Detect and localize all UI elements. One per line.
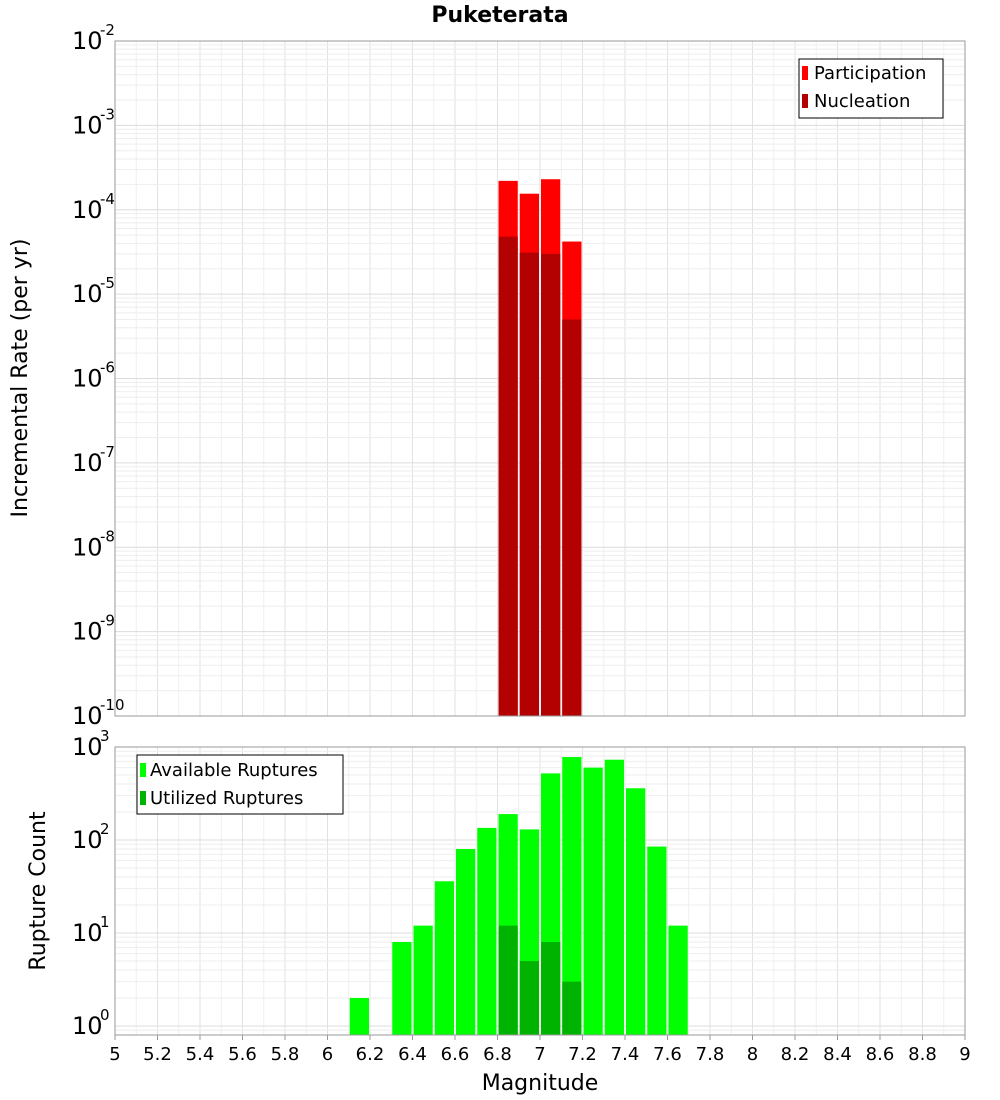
xtick-label-0: 5 (109, 1044, 120, 1065)
bottom-legend-box (136, 754, 344, 815)
legend-label-utilized: Utilized Ruptures (150, 788, 303, 809)
bottom-bar-available-ruptures-13 (647, 846, 667, 1035)
bottom-bar-utilized-ruptures-1 (519, 960, 539, 1035)
bottom-ytick-label-1: 10 (72, 919, 103, 947)
bottom-ytick-exp-0: 0 (100, 1006, 110, 1024)
xtick-label-4: 5.8 (271, 1044, 300, 1065)
top-ytick-exp-2: -8 (100, 527, 115, 545)
bottom-bar-available-ruptures-9 (562, 757, 582, 1035)
bottom-ytick-label-3: 10 (72, 733, 103, 761)
top-ytick-exp-5: -5 (100, 274, 115, 292)
top-ytick-label-7: 10 (72, 111, 103, 139)
top-legend: Participation Nucleation (798, 58, 944, 119)
xtick-label-7: 6.4 (398, 1044, 427, 1065)
top-bar-nucleation-1 (519, 252, 539, 716)
bottom-legend: Available Ruptures Utilized Ruptures (136, 754, 344, 815)
xtick-label-10: 7 (534, 1044, 545, 1065)
bottom-bar-available-ruptures-11 (604, 759, 624, 1035)
bottom-bar-available-ruptures-5 (477, 827, 497, 1035)
bottom-bar-utilized-ruptures-0 (498, 925, 518, 1035)
legend-label-participation: Participation (814, 63, 926, 84)
bottom-bars (349, 757, 688, 1035)
legend-label-available: Available Ruptures (150, 760, 318, 781)
bottom-bar-utilized-ruptures-3 (562, 981, 582, 1035)
top-ytick-exp-4: -6 (100, 359, 115, 377)
top-ytick-exp-3: -7 (100, 443, 115, 461)
top-ytick-label-4: 10 (72, 365, 103, 393)
top-ytick-label-6: 10 (72, 196, 103, 224)
top-grid (114, 40, 966, 717)
xtick-label-19: 8.8 (908, 1044, 937, 1065)
bottom-bar-available-ruptures-14 (668, 925, 688, 1035)
top-bars (498, 179, 582, 717)
xtick-label-3: 5.6 (228, 1044, 257, 1065)
xtick-label-9: 6.8 (483, 1044, 512, 1065)
bottom-bar-utilized-ruptures-2 (541, 942, 561, 1035)
bottom-bar-available-ruptures-4 (456, 849, 476, 1035)
xtick-label-2: 5.4 (186, 1044, 215, 1065)
xtick-label-13: 7.6 (653, 1044, 682, 1065)
top-ytick-label-1: 10 (72, 618, 103, 646)
top-ytick-label-3: 10 (72, 449, 103, 477)
legend-swatch-participation (802, 66, 808, 80)
chart-title: Puketerata (431, 3, 568, 28)
bottom-bar-available-ruptures-0 (349, 997, 369, 1035)
bottom-bar-available-ruptures-12 (626, 788, 646, 1035)
legend-swatch-available (140, 763, 146, 777)
xtick-label-1: 5.2 (143, 1044, 172, 1065)
bottom-y-axis-label: Rupture Count (26, 811, 51, 971)
xtick-label-14: 7.8 (696, 1044, 725, 1065)
bottom-bar-available-ruptures-2 (413, 925, 433, 1035)
top-ytick-exp-8: -2 (100, 21, 115, 39)
top-ytick-exp-0: -10 (100, 696, 125, 714)
bottom-bar-available-ruptures-3 (434, 881, 454, 1035)
top-y-axis-label: Incremental Rate (per yr) (8, 239, 33, 518)
bottom-ytick-exp-3: 3 (100, 727, 110, 745)
top-ytick-exp-6: -4 (100, 190, 115, 208)
top-ytick-exp-1: -9 (100, 612, 115, 630)
bottom-bar-available-ruptures-1 (392, 942, 412, 1035)
xtick-label-20: 9 (959, 1044, 970, 1065)
xtick-label-17: 8.4 (823, 1044, 852, 1065)
x-axis-label: Magnitude (482, 1071, 599, 1096)
bottom-ytick-exp-1: 1 (100, 913, 110, 931)
top-plot-border (114, 40, 966, 717)
x-ticks: 5 5.2 5.4 5.6 5.8 6 6.2 6.4 6.6 6.8 7 7.2 7.4 7.6 7.8 8… (109, 1035, 971, 1065)
top-ytick-label-8: 10 (72, 27, 103, 55)
top-legend-box (798, 58, 944, 119)
top-bar-nucleation-0 (498, 236, 518, 716)
legend-swatch-utilized (140, 791, 146, 805)
top-bar-nucleation-2 (541, 253, 561, 716)
bottom-ytick-label-2: 10 (72, 826, 103, 854)
top-ytick-label-5: 10 (72, 280, 103, 308)
top-ytick-label-2: 10 (72, 533, 103, 561)
bottom-ytick-label-0: 10 (72, 1012, 103, 1040)
xtick-label-8: 6.6 (441, 1044, 470, 1065)
top-ytick-label-0: 10 (72, 702, 103, 730)
legend-swatch-nucleation (802, 94, 808, 108)
xtick-label-6: 6.2 (356, 1044, 385, 1065)
xtick-label-16: 8.2 (781, 1044, 810, 1065)
top-ytick-exp-7: -3 (100, 105, 115, 123)
xtick-label-15: 8 (747, 1044, 758, 1065)
bottom-ytick-exp-2: 2 (100, 820, 110, 838)
xtick-label-18: 8.6 (866, 1044, 895, 1065)
bottom-bar-available-ruptures-10 (583, 767, 603, 1035)
xtick-label-12: 7.4 (611, 1044, 640, 1065)
top-bar-nucleation-3 (562, 319, 582, 716)
xtick-label-11: 7.2 (568, 1044, 597, 1065)
legend-label-nucleation: Nucleation (814, 91, 910, 112)
xtick-label-5: 6 (322, 1044, 333, 1065)
